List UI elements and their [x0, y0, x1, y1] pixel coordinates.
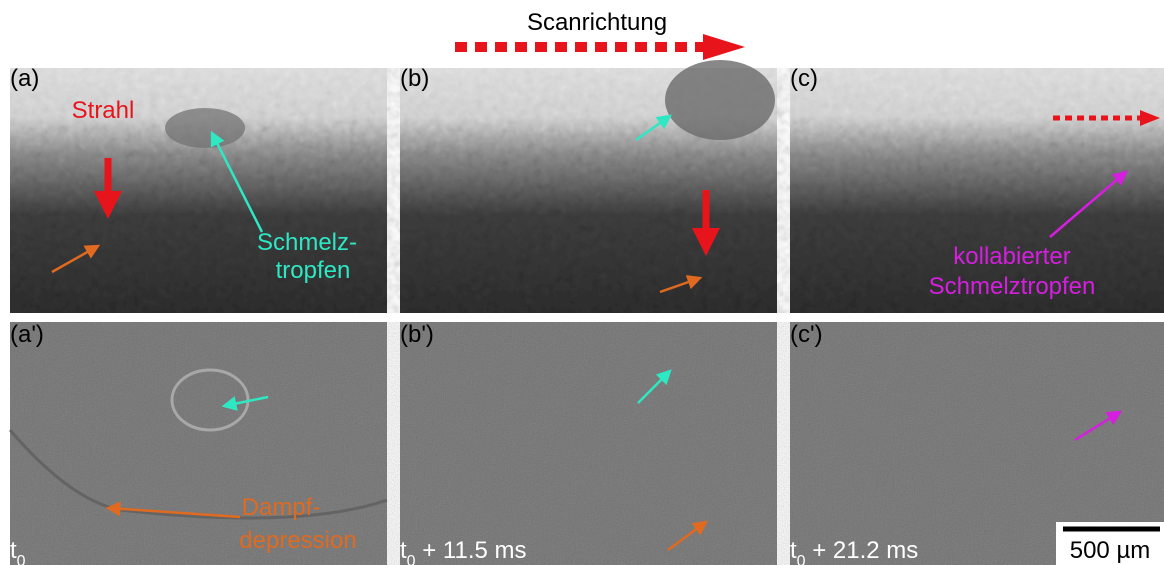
- annotation: Schmelz-: [257, 229, 357, 256]
- time-label: t0 + 11.5 ms: [400, 537, 527, 565]
- annotation: kollabierter: [953, 243, 1070, 270]
- time-label: t0 + 21.2 ms: [790, 537, 918, 565]
- panel-label: (a): [10, 65, 39, 92]
- scale-bar-label: 500 µm: [1070, 537, 1151, 564]
- time-label-part: 0: [797, 553, 806, 565]
- annotation: Schmelztropfen: [929, 273, 1096, 300]
- page: Scanrichtung (a) (b) (c) (a') (b') (c') …: [0, 0, 1164, 565]
- panel-label: (c): [790, 65, 818, 92]
- droplet: [165, 108, 245, 148]
- time-label-part: 0: [407, 553, 416, 565]
- figure: Scanrichtung (a) (b) (c) (a') (b') (c') …: [0, 0, 1164, 565]
- panel-label: (a'): [10, 321, 44, 348]
- droplet: [665, 60, 775, 140]
- annotation: Dampf-: [242, 494, 321, 521]
- panel-label: (b): [400, 65, 429, 92]
- bottom-images: [10, 322, 1164, 565]
- time-label-part: 0: [17, 553, 26, 565]
- time-label-part: + 21.2 ms: [806, 537, 919, 564]
- time-label-part: + 11.5 ms: [416, 537, 527, 564]
- panel-label: (c'): [790, 321, 823, 348]
- panel-label: (b'): [400, 321, 434, 348]
- heading: Scanrichtung: [527, 9, 667, 36]
- image-b2: [400, 322, 777, 565]
- annotation: Strahl: [72, 97, 135, 124]
- scan-arrow-head: [703, 34, 745, 60]
- annotation: depression: [239, 527, 356, 554]
- annotation: tropfen: [276, 257, 351, 284]
